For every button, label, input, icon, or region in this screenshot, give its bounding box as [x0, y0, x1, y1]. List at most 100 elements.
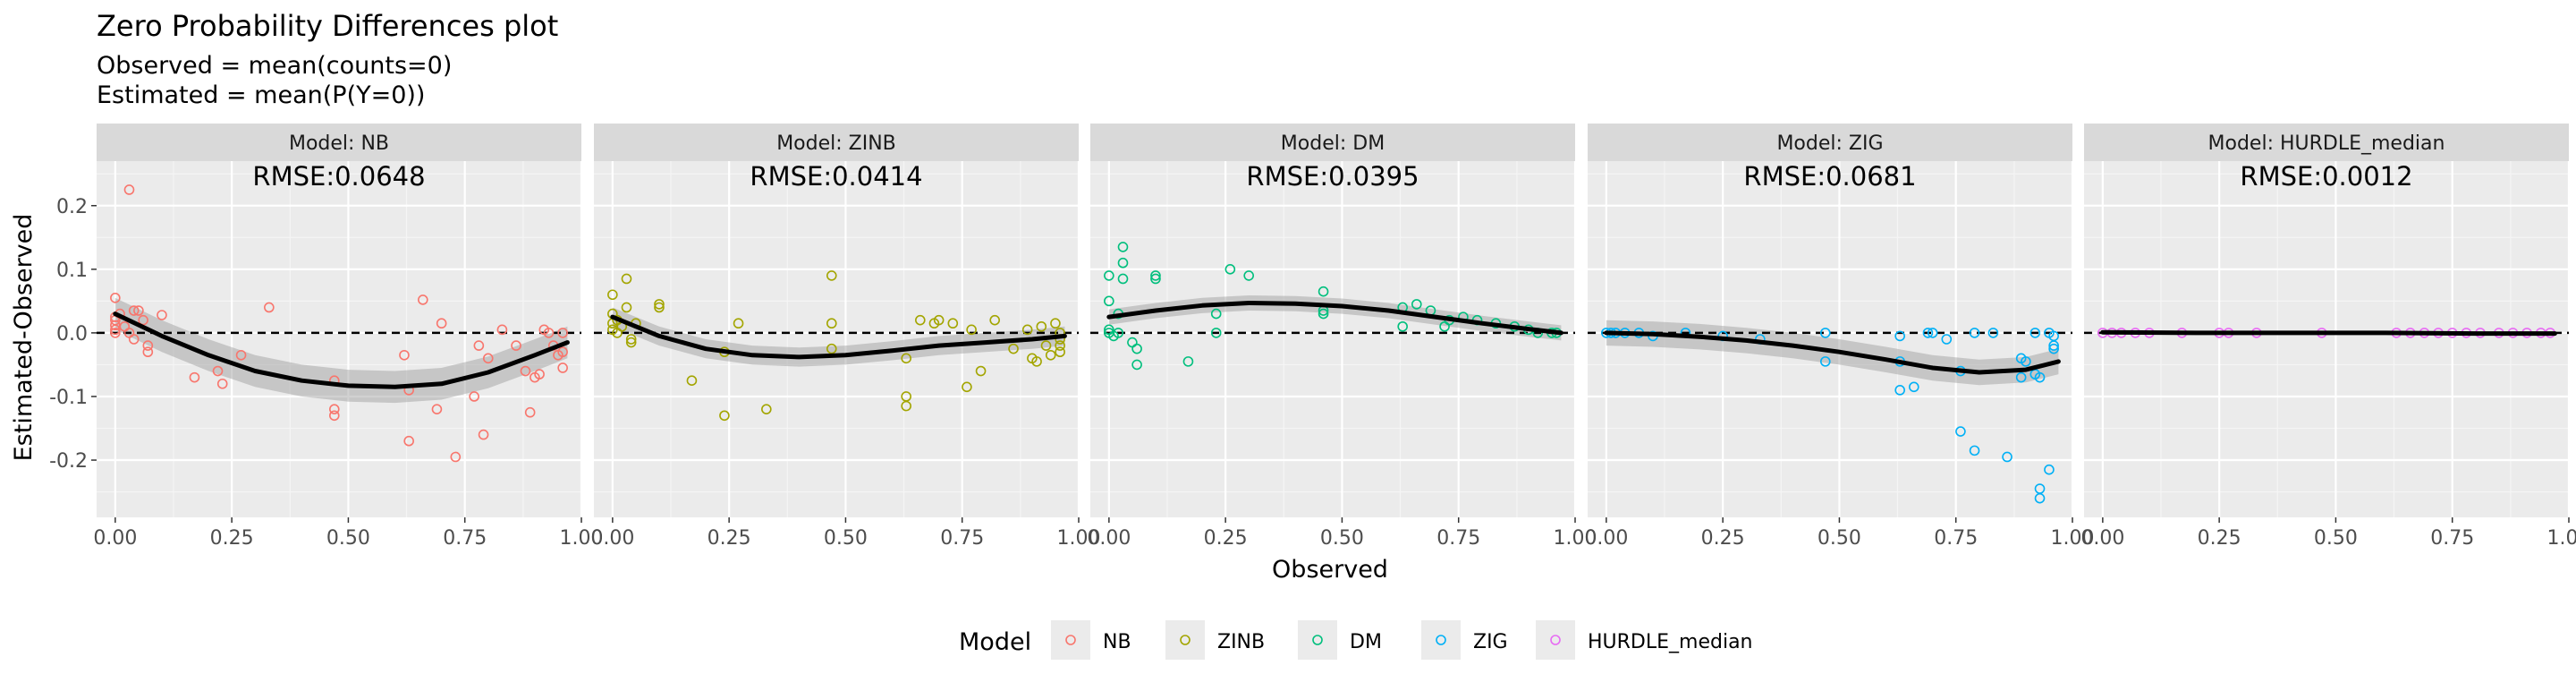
legend-marker — [1065, 635, 1076, 645]
data-point-zinb — [625, 334, 637, 345]
data-point-dm — [1131, 343, 1142, 354]
data-point-zig — [1941, 334, 1953, 345]
data-point-nb — [189, 371, 200, 383]
data-point-nb — [478, 429, 489, 440]
data-point-dm — [1318, 286, 1329, 297]
data-point-dm — [1182, 356, 1194, 367]
legend-marker — [1312, 635, 1323, 645]
legend-title: Model — [959, 628, 1031, 656]
data-point-zinb — [1031, 356, 1042, 367]
data-point-nb — [557, 363, 568, 373]
data-point-zig — [1922, 328, 1934, 338]
data-point-nb — [110, 293, 121, 303]
legend-item-nb: NB — [1051, 620, 1131, 660]
data-point-nb — [557, 346, 568, 358]
data-point-nb — [524, 406, 536, 418]
x-tick-label: 0.00 — [590, 527, 634, 550]
data-point-dm — [1104, 295, 1114, 307]
data-point-dm — [1104, 270, 1114, 281]
data-point-zig — [2002, 451, 2012, 463]
x-tick-label: 0.00 — [2080, 527, 2124, 550]
x-tick-label: 0.25 — [1701, 527, 1745, 550]
smooth-line — [1604, 330, 2061, 375]
data-point-nb — [128, 334, 140, 345]
data-point-dm — [1113, 328, 1124, 338]
x-tick-label: 0.50 — [824, 527, 868, 550]
data-point-zinb — [686, 375, 698, 386]
y-tick-label: -0.1 — [49, 387, 88, 409]
panel-background — [1090, 161, 1575, 517]
data-point-zig — [2029, 328, 2041, 338]
data-point-nb — [450, 451, 462, 463]
x-tick-label: 0.00 — [1087, 527, 1131, 550]
facet-strip-label: Model: DM — [1281, 132, 1385, 155]
x-tick-label: 0.75 — [2430, 527, 2474, 550]
data-point-nb — [264, 302, 275, 313]
data-point-zinb — [1055, 340, 1065, 351]
legend-marker — [1180, 635, 1191, 645]
x-tick-label: 0.75 — [443, 527, 487, 550]
data-point-nb — [520, 365, 531, 377]
x-tick-label: 1.00 — [1554, 527, 1597, 550]
data-point-nb — [543, 328, 555, 338]
x-tick-label: 1.00 — [1057, 527, 1101, 550]
data-point-zig — [2015, 371, 2027, 383]
rmse-label: RMSE:0.0395 — [1246, 161, 1419, 192]
data-point-dm — [1224, 264, 1236, 275]
x-tick-label: 0.50 — [1320, 527, 1364, 550]
x-tick-label: 0.25 — [2198, 527, 2241, 550]
data-point-zig — [1927, 328, 1938, 338]
data-point-nb — [328, 404, 340, 414]
data-point-nb — [418, 294, 428, 305]
x-tick-label: 1.00 — [2547, 527, 2576, 550]
data-point-nb — [142, 346, 154, 358]
legend-label: ZIG — [1473, 631, 1508, 653]
rmse-label: RMSE:0.0681 — [1743, 161, 1916, 192]
data-point-nb — [142, 340, 154, 351]
legend-key — [1051, 620, 1090, 660]
data-point-zig — [1909, 381, 1919, 393]
data-point-zinb — [933, 314, 945, 326]
data-point-zinb — [826, 270, 837, 281]
x-tick-label: 0.75 — [940, 527, 984, 550]
data-point-dm — [1411, 299, 1422, 310]
data-point-zig — [2048, 343, 2059, 354]
legend-key — [1536, 620, 1575, 660]
facet-strip-label: Model: ZINB — [776, 132, 896, 155]
data-point-nb — [431, 404, 443, 414]
x-tick-label: 0.25 — [1204, 527, 1248, 550]
legend-item-zinb: ZINB — [1165, 620, 1265, 660]
smooth-line — [1106, 301, 1563, 336]
facet-strip — [1090, 124, 1575, 161]
facet-strip — [1588, 124, 2072, 161]
data-point-nb — [123, 184, 135, 195]
data-point-dm — [1397, 320, 1408, 332]
data-point-zinb — [654, 299, 665, 310]
legend-marker — [1436, 635, 1446, 645]
data-point-zinb — [1045, 349, 1056, 361]
data-point-zinb — [654, 302, 665, 313]
data-point-nb — [157, 310, 167, 320]
facet-strip-label: Model: ZIG — [1776, 132, 1883, 155]
x-tick-label: 0.75 — [1436, 527, 1480, 550]
data-point-zinb — [1008, 343, 1019, 354]
data-point-nb — [469, 391, 479, 402]
data-point-zig — [1819, 328, 1831, 338]
panels-layer: Model: NB RMSE:0.0648 0.00 0.25 0.50 0.75 1.00… — [49, 124, 2576, 550]
y-tick-label: 0.2 — [56, 196, 88, 218]
data-point-zinb — [1021, 324, 1033, 336]
data-point-zinb — [966, 324, 977, 336]
smooth-line — [113, 311, 570, 389]
data-point-zinb — [1055, 346, 1065, 358]
data-point-zinb — [901, 353, 911, 364]
x-tick-label: 0.00 — [1584, 527, 1628, 550]
legend-item-dm: DM — [1298, 620, 1382, 660]
x-tick-label: 0.50 — [1818, 527, 1861, 550]
rmse-label: RMSE:0.0648 — [252, 161, 425, 192]
data-point-zig — [1969, 445, 1980, 456]
data-point-zinb — [901, 400, 911, 412]
data-point-zig — [2048, 340, 2059, 351]
data-point-nb — [212, 365, 224, 377]
rmse-label: RMSE:0.0012 — [2240, 161, 2412, 192]
